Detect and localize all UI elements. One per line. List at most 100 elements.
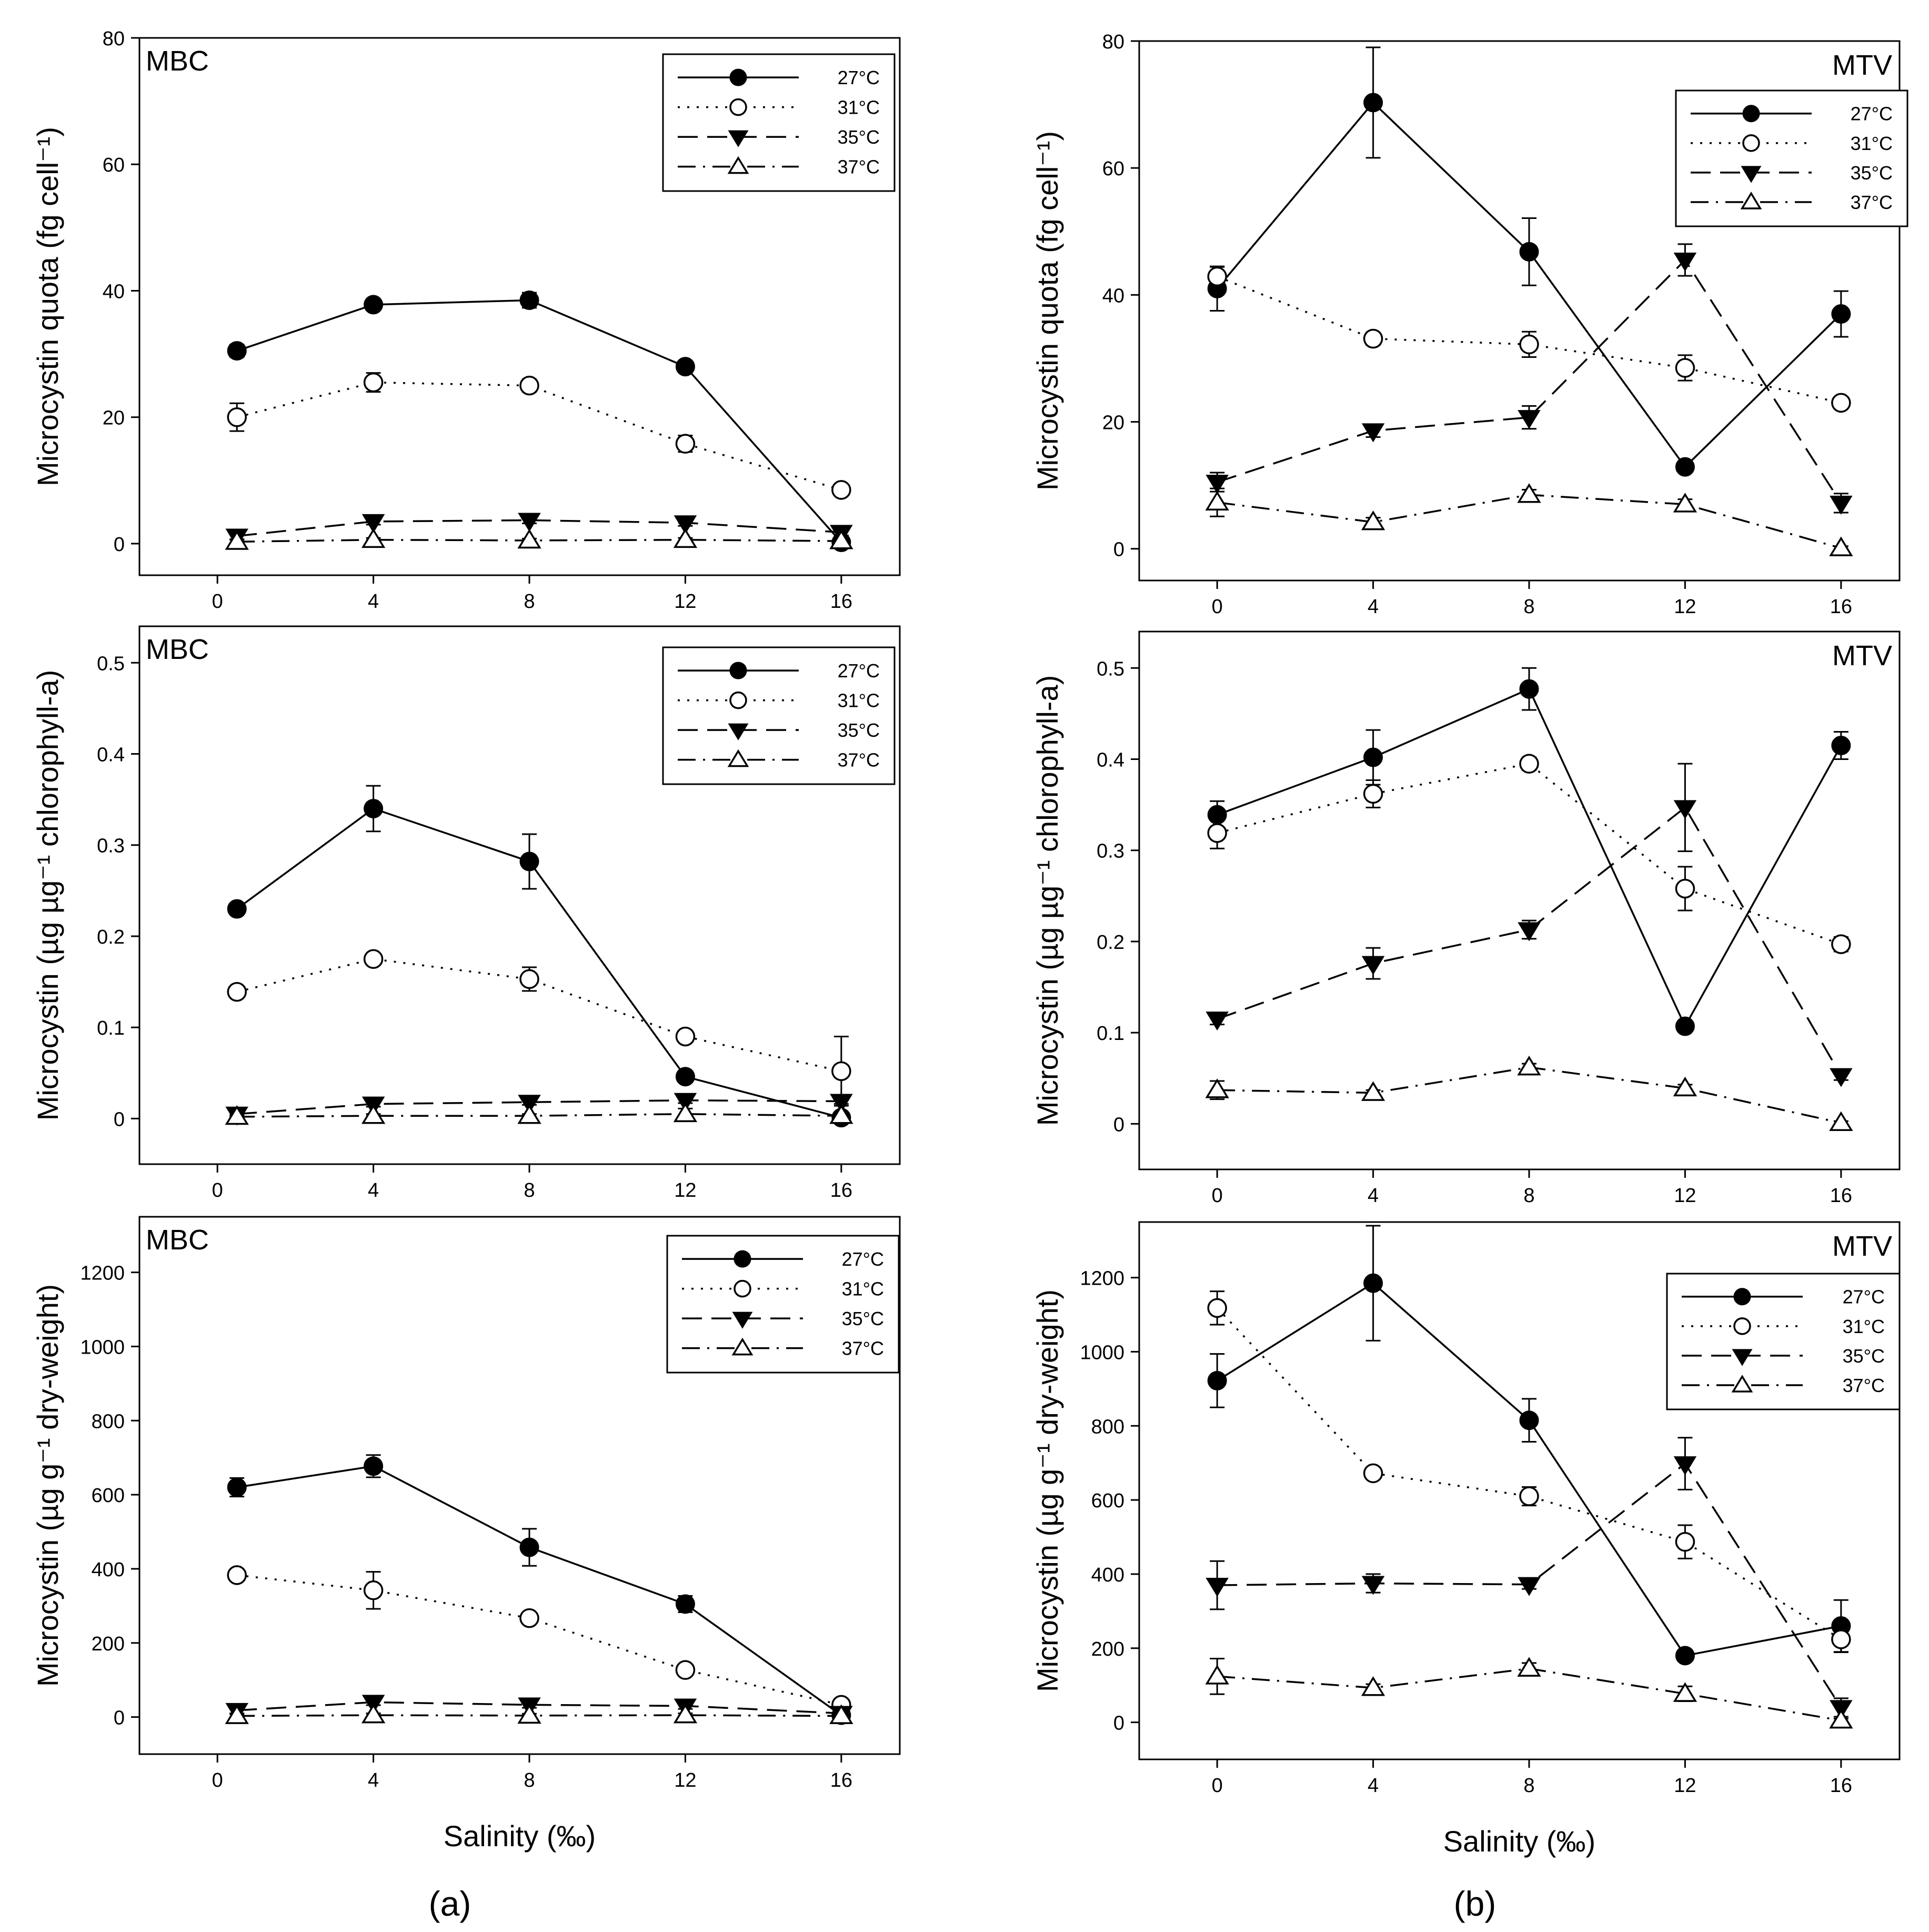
data-point bbox=[1673, 1456, 1697, 1476]
x-tick-label: 12 bbox=[1674, 1185, 1696, 1207]
x-tick-label: 16 bbox=[1830, 1185, 1852, 1207]
data-point bbox=[1363, 93, 1383, 113]
y-tick-label: 80 bbox=[1102, 31, 1124, 53]
series-line bbox=[237, 1099, 841, 1115]
y-axis-label: Microcystin (µg µg⁻¹ chlorophyll-a) bbox=[31, 670, 64, 1121]
y-tick-label: 0.2 bbox=[97, 926, 125, 948]
data-point bbox=[673, 528, 698, 548]
series-31c bbox=[1207, 1290, 1851, 1654]
y-tick-label: 0.4 bbox=[1097, 749, 1124, 772]
legend-marker bbox=[728, 130, 749, 147]
data-point bbox=[1829, 536, 1853, 556]
data-point bbox=[1363, 328, 1383, 349]
data-point bbox=[1207, 266, 1227, 287]
series-35c bbox=[225, 1093, 853, 1126]
legend-label: 35°C bbox=[1843, 1345, 1885, 1367]
x-tick-label: 4 bbox=[1368, 596, 1379, 618]
legend-marker bbox=[1742, 105, 1760, 123]
x-tick-label: 4 bbox=[1368, 1775, 1379, 1797]
legend-label: 27°C bbox=[1843, 1286, 1885, 1308]
series-line bbox=[1217, 258, 1842, 504]
data-point bbox=[1517, 1055, 1541, 1076]
data-point bbox=[363, 1580, 384, 1600]
data-point bbox=[227, 1477, 247, 1497]
data-point bbox=[519, 969, 539, 989]
data-point bbox=[1829, 1111, 1853, 1132]
y-tick-label: 0.2 bbox=[1097, 932, 1124, 954]
y-tick-label: 1200 bbox=[80, 1263, 125, 1285]
y-tick-label: 1000 bbox=[1080, 1342, 1124, 1364]
data-point bbox=[1205, 1012, 1229, 1031]
data-point bbox=[1519, 1486, 1539, 1506]
y-tick-label: 60 bbox=[103, 154, 125, 176]
data-point bbox=[829, 1704, 853, 1724]
data-point bbox=[673, 1703, 698, 1724]
legend: 27°C 31°C 35°C 37°C bbox=[662, 646, 896, 785]
data-point bbox=[1831, 1629, 1851, 1649]
data-point bbox=[517, 528, 541, 549]
chart-mbc-chlorophyll: 0 0.1 0.2 0.3 0.4 0.5 0 4 8 12 16 MBC Microcystin (µ… bbox=[31, 625, 901, 1202]
chart-mtv-chlorophyll: 0 0.1 0.2 0.3 0.4 0.5 0 4 8 12 16 MTV Microcystin (µ… bbox=[1031, 630, 1901, 1207]
series-35c bbox=[1205, 243, 1853, 515]
data-point bbox=[1205, 1078, 1229, 1098]
y-tick-label: 40 bbox=[1102, 285, 1124, 307]
data-point bbox=[1207, 1298, 1227, 1318]
legend: 27°C 31°C 35°C 37°C bbox=[666, 1235, 900, 1374]
data-point bbox=[1673, 253, 1697, 272]
data-point bbox=[1675, 1646, 1695, 1666]
data-point bbox=[225, 1105, 249, 1125]
data-point bbox=[1205, 1665, 1229, 1685]
data-point bbox=[1207, 823, 1227, 843]
x-tick-label: 4 bbox=[368, 1179, 379, 1202]
x-tick-label: 0 bbox=[1212, 1185, 1223, 1207]
x-tick-label: 0 bbox=[212, 1769, 223, 1791]
data-point bbox=[675, 1660, 696, 1680]
x-tick-label: 8 bbox=[524, 1179, 535, 1202]
series-35c bbox=[225, 513, 853, 548]
y-axis-label: Microcystin (µg g⁻¹ dry-weight) bbox=[1031, 1289, 1064, 1692]
y-tick-label: 20 bbox=[1102, 412, 1124, 434]
y-tick-label: 0.3 bbox=[97, 835, 125, 857]
data-point bbox=[1675, 1016, 1695, 1036]
legend-marker bbox=[734, 1250, 751, 1268]
legend-label: 37°C bbox=[1851, 192, 1893, 213]
legend-label: 31°C bbox=[838, 690, 880, 712]
data-point bbox=[1363, 1273, 1383, 1293]
data-point bbox=[227, 1565, 247, 1585]
panel-strain-label: MBC bbox=[146, 1224, 209, 1256]
plot-frame bbox=[138, 1216, 901, 1755]
data-point bbox=[361, 528, 386, 548]
data-point bbox=[1519, 242, 1539, 262]
y-tick-label: 1200 bbox=[1080, 1268, 1124, 1290]
plot-frame bbox=[1138, 40, 1901, 582]
legend-marker bbox=[1742, 134, 1760, 152]
series-37c bbox=[1205, 483, 1853, 556]
series-37c bbox=[1205, 1055, 1853, 1132]
x-tick-label: 8 bbox=[1523, 1775, 1534, 1797]
data-point bbox=[1675, 457, 1695, 477]
data-point bbox=[225, 1704, 249, 1724]
legend-marker bbox=[727, 749, 749, 767]
data-point bbox=[1205, 1578, 1229, 1597]
data-point bbox=[1518, 922, 1541, 942]
data-point bbox=[1675, 358, 1695, 378]
y-tick-label: 800 bbox=[1091, 1416, 1124, 1438]
y-tick-label: 600 bbox=[1091, 1490, 1124, 1512]
legend-marker bbox=[729, 691, 747, 709]
y-tick-label: 40 bbox=[103, 281, 125, 303]
data-point bbox=[361, 1703, 386, 1724]
series-37c bbox=[225, 528, 853, 550]
legend-label: 27°C bbox=[1851, 103, 1893, 125]
data-point bbox=[1675, 878, 1695, 899]
x-tick-label: 8 bbox=[1523, 596, 1534, 618]
data-point bbox=[518, 513, 541, 532]
series-35c bbox=[1205, 763, 1853, 1087]
y-tick-label: 80 bbox=[103, 28, 125, 50]
data-point bbox=[517, 1704, 541, 1724]
data-point bbox=[227, 899, 247, 919]
y-tick-label: 0 bbox=[1113, 1114, 1124, 1136]
legend-label: 31°C bbox=[1851, 133, 1893, 154]
data-point bbox=[227, 407, 247, 427]
legend-label: 37°C bbox=[842, 1338, 884, 1359]
x-axis-label: Salinity (‰) bbox=[1443, 1825, 1595, 1858]
